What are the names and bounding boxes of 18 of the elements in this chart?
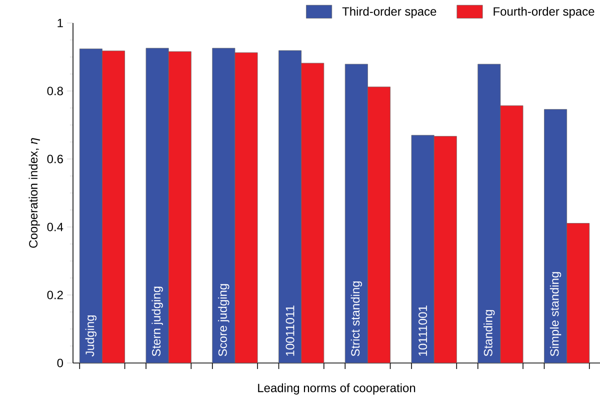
x-tick-label: 10111001 (418, 306, 428, 356)
y-tick-label: 1 (58, 18, 63, 28)
x-tick-label: Judging (85, 315, 97, 356)
y-tick-label: 0 (57, 358, 64, 368)
x-axis-title: Leading norms of cooperation (258, 383, 416, 395)
y-tick-label: 0.4 (47, 222, 64, 232)
y-axis-title: Cooperation index, η (28, 138, 40, 248)
y-tick-label: 0.2 (47, 290, 63, 300)
y-tick-label: 0.8 (47, 86, 63, 96)
x-tick-label: Strict standing (350, 281, 362, 356)
legend-label: Fourth-order space (494, 6, 594, 18)
y-tick-label: 0.6 (47, 154, 63, 164)
x-tick-label: 10011011 (286, 306, 294, 356)
x-tick-label: Simple standing (550, 272, 562, 356)
legend-label: Third-order space (342, 6, 436, 18)
x-tick-label: Stern judging (152, 286, 163, 356)
x-tick-label: Standing (484, 310, 495, 356)
x-tick-label: Score judging (218, 284, 230, 356)
